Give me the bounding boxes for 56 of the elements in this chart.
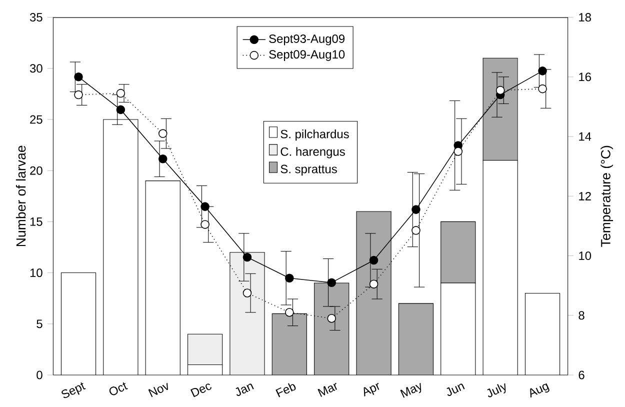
y-tick-label: 25 — [30, 115, 42, 124]
point — [74, 72, 83, 82]
point — [200, 202, 210, 211]
point — [242, 252, 252, 262]
y2-tick-label: 8 — [578, 311, 584, 320]
legend-label: S. pilchardus — [280, 129, 349, 141]
x-tick-label: Jun — [446, 384, 465, 396]
y-tick-label: 20 — [30, 166, 42, 175]
legend-label: S. sprattus — [280, 164, 337, 176]
legend-label: C. harengus — [280, 146, 345, 158]
y2-tick-label: 18 — [579, 12, 591, 22]
legend-label: Sept93-Aug09 — [269, 34, 345, 46]
x-tick-label: Jan — [236, 384, 254, 396]
x-tick-label: Apr — [364, 382, 380, 396]
point — [285, 274, 294, 282]
y2-tick-label: 14 — [579, 132, 592, 141]
y2-tick-label: 10 — [579, 251, 592, 260]
y2-tick-label: 6 — [578, 370, 584, 380]
bar — [230, 252, 265, 375]
y-axis-title: Number of larvae — [16, 146, 26, 246]
x-tick-label: July — [487, 383, 506, 398]
x-tick-label: Nov — [148, 382, 168, 398]
point — [327, 314, 336, 323]
point — [538, 84, 547, 94]
y-tick-label: 15 — [30, 217, 42, 226]
x-tick-label: Feb — [276, 383, 296, 398]
legend-label: Sept09-Aug10 — [269, 50, 345, 61]
x-tick-label: Sept — [62, 382, 86, 398]
point — [158, 154, 168, 164]
point — [285, 308, 294, 317]
x-tick-label: May — [400, 382, 422, 398]
point — [158, 129, 168, 138]
point — [116, 105, 126, 114]
point — [74, 90, 83, 100]
point — [538, 66, 547, 76]
y2-tick-label: 16 — [579, 72, 591, 82]
x-tick-label: Dec — [190, 384, 212, 398]
point — [369, 280, 378, 288]
point — [369, 256, 378, 264]
y-tick-label: 10 — [30, 268, 42, 277]
point — [496, 86, 505, 95]
point — [412, 205, 420, 214]
x-tick-label: Aug — [530, 383, 550, 398]
y2-tick-label: 12 — [579, 192, 591, 200]
x-tick-label: Oct — [109, 382, 128, 396]
bar — [188, 334, 223, 365]
point — [327, 278, 336, 287]
x-tick-label: Mar — [318, 382, 338, 397]
y-tick-label: 5 — [36, 320, 42, 328]
point — [116, 88, 126, 98]
point — [454, 146, 463, 156]
point — [242, 288, 252, 298]
y-tick-label: 0 — [36, 370, 42, 380]
y-tick-label: 35 — [30, 12, 42, 22]
y2-axis-title: Temperature (°C) — [600, 146, 614, 247]
y-tick-label: 30 — [30, 64, 42, 73]
